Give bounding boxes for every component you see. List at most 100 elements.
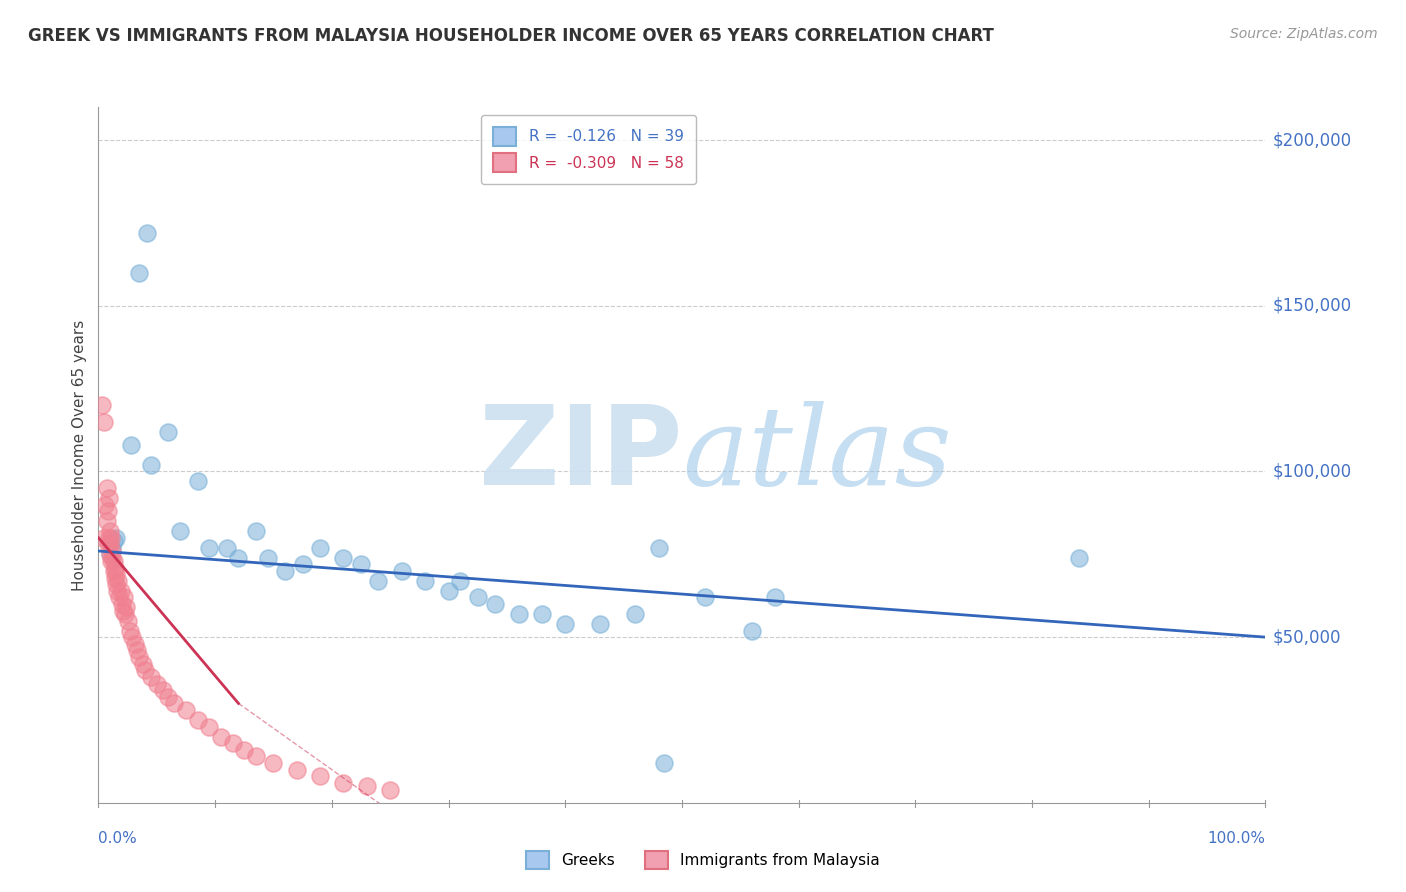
Point — [101, 541, 124, 555]
Point — [103, 534, 125, 549]
Legend: R =  -0.126   N = 39, R =  -0.309   N = 58: R = -0.126 N = 39, R = -0.309 N = 58 — [481, 115, 696, 184]
Point — [128, 650, 150, 665]
Point — [624, 607, 647, 621]
Point — [157, 425, 180, 439]
Point — [100, 531, 122, 545]
Text: $50,000: $50,000 — [1272, 628, 1341, 646]
Point — [125, 643, 148, 657]
Text: $100,000: $100,000 — [1272, 462, 1351, 481]
Point — [104, 567, 127, 582]
Point — [309, 769, 332, 783]
Text: $150,000: $150,000 — [1272, 297, 1351, 315]
Point — [94, 498, 117, 512]
Point — [104, 570, 127, 584]
Point — [124, 637, 146, 651]
Point — [128, 266, 150, 280]
Point — [484, 597, 506, 611]
Point — [132, 657, 155, 671]
Point — [233, 743, 256, 757]
Point — [98, 524, 121, 538]
Point — [97, 537, 120, 551]
Point — [163, 697, 186, 711]
Point — [554, 616, 576, 631]
Point — [96, 481, 118, 495]
Point — [98, 547, 121, 561]
Text: Source: ZipAtlas.com: Source: ZipAtlas.com — [1230, 27, 1378, 41]
Point — [530, 607, 553, 621]
Point — [437, 583, 460, 598]
Point — [152, 683, 174, 698]
Point — [1067, 550, 1090, 565]
Point — [103, 564, 125, 578]
Y-axis label: Householder Income Over 65 years: Householder Income Over 65 years — [72, 319, 87, 591]
Point — [98, 547, 121, 561]
Point — [274, 564, 297, 578]
Point — [134, 663, 156, 677]
Point — [103, 554, 125, 568]
Point — [97, 504, 120, 518]
Point — [111, 604, 134, 618]
Point — [449, 574, 471, 588]
Point — [187, 713, 209, 727]
Point — [117, 614, 139, 628]
Point — [169, 524, 191, 538]
Text: atlas: atlas — [682, 401, 952, 508]
Point — [413, 574, 436, 588]
Legend: Greeks, Immigrants from Malaysia: Greeks, Immigrants from Malaysia — [520, 845, 886, 875]
Point — [139, 458, 162, 472]
Text: 100.0%: 100.0% — [1208, 831, 1265, 846]
Point — [647, 541, 669, 555]
Point — [285, 763, 308, 777]
Point — [136, 226, 159, 240]
Point — [198, 541, 221, 555]
Point — [111, 597, 134, 611]
Point — [763, 591, 786, 605]
Point — [367, 574, 389, 588]
Point — [221, 736, 243, 750]
Text: GREEK VS IMMIGRANTS FROM MALAYSIA HOUSEHOLDER INCOME OVER 65 YEARS CORRELATION C: GREEK VS IMMIGRANTS FROM MALAYSIA HOUSEH… — [28, 27, 994, 45]
Point — [262, 756, 284, 770]
Point — [100, 554, 122, 568]
Point — [467, 591, 489, 605]
Point — [114, 607, 136, 621]
Point — [508, 607, 530, 621]
Text: $200,000: $200,000 — [1272, 131, 1351, 149]
Point — [118, 624, 141, 638]
Point — [93, 531, 115, 545]
Point — [391, 564, 413, 578]
Point — [356, 779, 378, 793]
Point — [245, 749, 267, 764]
Point — [215, 541, 238, 555]
Point — [108, 591, 131, 605]
Point — [96, 514, 118, 528]
Point — [350, 558, 373, 572]
Point — [589, 616, 612, 631]
Point — [90, 398, 112, 412]
Point — [97, 531, 120, 545]
Point — [309, 541, 332, 555]
Point — [332, 550, 354, 565]
Point — [741, 624, 763, 638]
Point — [120, 438, 142, 452]
Point — [378, 782, 402, 797]
Point — [115, 600, 138, 615]
Text: ZIP: ZIP — [478, 401, 682, 508]
Point — [112, 591, 135, 605]
Point — [187, 475, 209, 489]
Point — [174, 703, 197, 717]
Point — [291, 558, 314, 572]
Point — [101, 544, 124, 558]
Point — [104, 531, 127, 545]
Point — [105, 583, 128, 598]
Point — [228, 550, 250, 565]
Point — [209, 730, 232, 744]
Point — [157, 690, 180, 704]
Point — [146, 676, 169, 690]
Text: 0.0%: 0.0% — [98, 831, 138, 846]
Point — [139, 670, 162, 684]
Point — [256, 550, 278, 565]
Point — [93, 415, 115, 429]
Point — [654, 756, 676, 770]
Point — [245, 524, 267, 538]
Point — [121, 630, 143, 644]
